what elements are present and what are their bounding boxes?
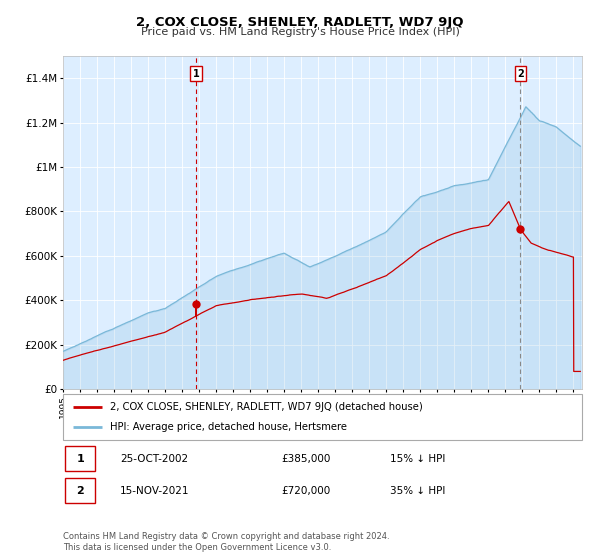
Text: £720,000: £720,000 xyxy=(281,486,330,496)
Text: 15-NOV-2021: 15-NOV-2021 xyxy=(120,486,190,496)
Text: 1: 1 xyxy=(193,69,199,79)
Text: 2: 2 xyxy=(76,486,84,496)
Bar xyxy=(65,446,95,471)
Text: 25-OCT-2002: 25-OCT-2002 xyxy=(120,454,188,464)
Text: 2, COX CLOSE, SHENLEY, RADLETT, WD7 9JQ: 2, COX CLOSE, SHENLEY, RADLETT, WD7 9JQ xyxy=(136,16,464,29)
Text: This data is licensed under the Open Government Licence v3.0.: This data is licensed under the Open Gov… xyxy=(63,543,331,552)
Text: Contains HM Land Registry data © Crown copyright and database right 2024.: Contains HM Land Registry data © Crown c… xyxy=(63,532,389,541)
Text: 1: 1 xyxy=(76,454,84,464)
Text: 15% ↓ HPI: 15% ↓ HPI xyxy=(390,454,445,464)
Text: 35% ↓ HPI: 35% ↓ HPI xyxy=(390,486,445,496)
Text: 2: 2 xyxy=(517,69,524,79)
Text: £385,000: £385,000 xyxy=(281,454,331,464)
Bar xyxy=(65,478,95,503)
Text: 2, COX CLOSE, SHENLEY, RADLETT, WD7 9JQ (detached house): 2, COX CLOSE, SHENLEY, RADLETT, WD7 9JQ … xyxy=(110,402,422,412)
Text: Price paid vs. HM Land Registry's House Price Index (HPI): Price paid vs. HM Land Registry's House … xyxy=(140,27,460,37)
Text: HPI: Average price, detached house, Hertsmere: HPI: Average price, detached house, Hert… xyxy=(110,422,347,432)
